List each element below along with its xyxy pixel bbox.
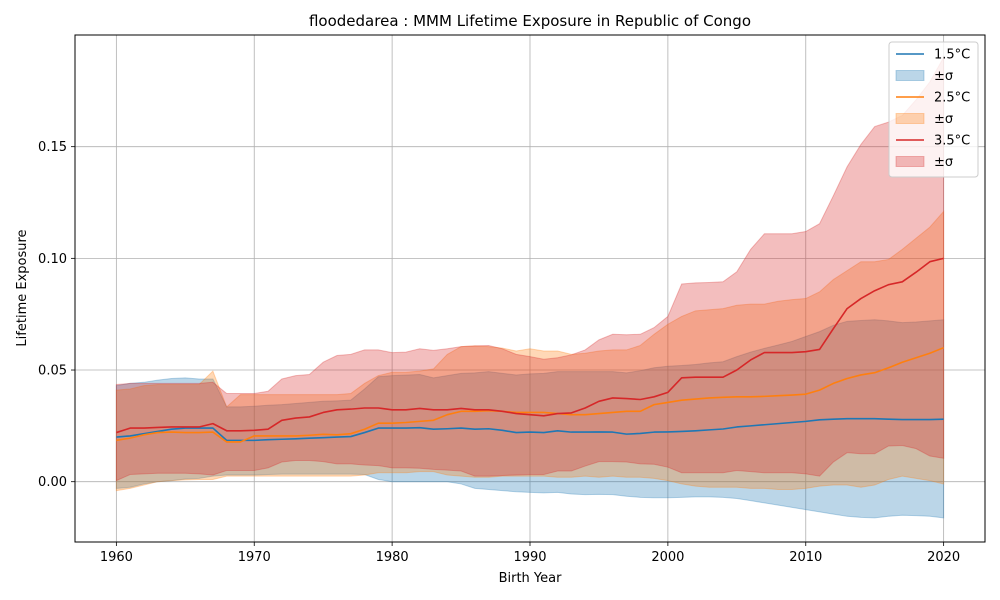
x-tick-label: 2010 xyxy=(789,550,822,565)
x-tick-label: 1990 xyxy=(513,550,546,565)
y-tick-label: 0.05 xyxy=(38,364,67,379)
x-tick-label: 2000 xyxy=(651,550,684,565)
x-tick-label: 1960 xyxy=(100,550,133,565)
y-tick-label: 0.15 xyxy=(38,140,67,155)
legend-box xyxy=(888,41,979,178)
line-series-2 xyxy=(116,346,944,443)
y-axis-label: Lifetime Exposure xyxy=(15,229,30,346)
legend-band-swatch xyxy=(895,113,925,124)
y-axis-ticks: 0.00 0.05 0.10 0.15 xyxy=(38,140,75,490)
band-series-2 xyxy=(115,210,945,492)
legend-band-swatch xyxy=(895,70,925,81)
legend-label: 1.5°C xyxy=(934,48,970,63)
legend: 1.5°C ±σ 2.5°C ±σ 3.5°C ±σ xyxy=(888,41,979,178)
grid xyxy=(75,35,985,542)
x-axis-ticks: 1960 1970 1980 1990 2000 2010 2020 xyxy=(100,542,960,565)
x-tick-label: 1980 xyxy=(376,550,409,565)
y-tick-label: 0.10 xyxy=(38,252,67,267)
legend-band-label: ±σ xyxy=(934,155,953,170)
legend-band-label: ±σ xyxy=(934,112,953,127)
legend-label: 3.5°C xyxy=(934,134,970,149)
legend-label: 2.5°C xyxy=(934,91,970,106)
chart-title: floodedarea : MMM Lifetime Exposure in R… xyxy=(309,12,751,30)
legend-band-label: ±σ xyxy=(934,69,953,84)
legend-band-swatch xyxy=(895,156,925,167)
band-series-3 xyxy=(115,55,945,482)
y-tick-label: 0.00 xyxy=(38,475,67,490)
line-series-3 xyxy=(116,257,944,434)
line-series-1 xyxy=(116,417,944,442)
x-tick-label: 2020 xyxy=(927,550,960,565)
x-tick-label: 1970 xyxy=(238,550,271,565)
mean-lines xyxy=(116,257,944,443)
x-axis-label: Birth Year xyxy=(499,571,563,586)
